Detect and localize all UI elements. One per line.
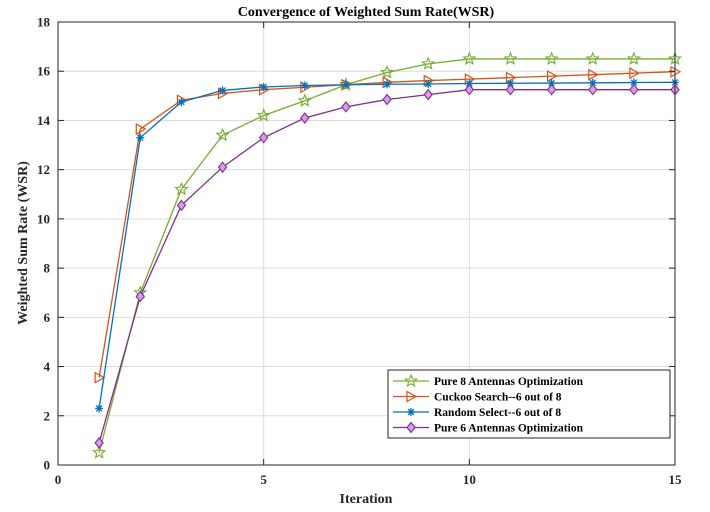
data-point-diamond [258, 131, 269, 144]
data-point-diamond [406, 421, 416, 434]
data-point-asterisk [383, 80, 392, 89]
x-tick-label: 0 [55, 472, 62, 487]
y-tick-label: 12 [37, 162, 50, 177]
data-point-diamond [300, 112, 310, 124]
data-point-diamond [546, 83, 557, 96]
data-point-star [215, 127, 230, 142]
legend-box [387, 369, 671, 439]
data-point-diamond [505, 83, 516, 96]
data-point-triangle-right [629, 67, 641, 80]
data-point-diamond [217, 161, 228, 174]
data-point-diamond [588, 83, 598, 96]
data-point-star [256, 108, 271, 122]
data-point-asterisk [407, 408, 415, 416]
y-tick-label: 4 [44, 359, 51, 374]
data-point-asterisk [218, 86, 227, 95]
data-point-asterisk [424, 80, 433, 89]
data-point-star [403, 373, 419, 388]
data-point-star [379, 64, 395, 79]
data-point-asterisk [341, 80, 350, 89]
data-point-triangle-right [406, 390, 418, 403]
axes [57, 21, 676, 466]
data-point-asterisk [95, 404, 104, 413]
data-point-diamond [382, 93, 392, 106]
legend-label: Pure 6 Antennas Optimization [434, 423, 584, 435]
legend-label: Pure 8 Antennas Optimization [434, 376, 584, 388]
y-tick-label: 6 [44, 310, 51, 325]
y-tick-label: 18 [37, 15, 51, 30]
y-tick-label: 0 [44, 458, 51, 473]
legend-item-3: Random Select--6 out of 8 [393, 407, 561, 419]
data-point-diamond [341, 101, 351, 113]
data-point-star [462, 51, 477, 65]
data-point-diamond [94, 436, 104, 449]
data-point-star [626, 51, 642, 65]
axes-box [57, 21, 676, 466]
data-point-star [174, 181, 189, 196]
data-point-diamond [423, 88, 433, 101]
data-point-star [91, 445, 107, 459]
data-point-diamond [629, 83, 639, 96]
data-point-asterisk [136, 133, 145, 142]
data-point-asterisk [300, 81, 309, 90]
x-tick-label: 5 [260, 472, 267, 487]
y-axis-title: Weighted Sum Rate (WSR) [16, 161, 31, 325]
data-point-star [503, 51, 518, 65]
legend-label: Cuckoo Search--6 out of 8 [434, 392, 562, 404]
data-point-triangle-right [546, 70, 558, 83]
legend: Pure 8 Antennas Optimization Cuckoo Searc… [387, 369, 671, 439]
legend-item-2: Cuckoo Search--6 out of 8 [393, 390, 562, 404]
x-tick-label: 10 [463, 472, 476, 487]
data-point-triangle-right [135, 123, 147, 136]
series-line [98, 58, 675, 453]
data-point-diamond [176, 199, 187, 212]
y-tick-label: 8 [44, 261, 51, 276]
data-point-star [297, 93, 312, 107]
data-point-triangle-right [588, 68, 599, 81]
data-point-asterisk [259, 82, 268, 91]
tick-labels: 0 5 10 15 0 2 4 6 8 10 12 14 16 18 [37, 15, 682, 488]
data-point-asterisk [177, 97, 186, 106]
legend-item-1: Pure 8 Antennas Optimization [393, 373, 584, 388]
data-point-diamond [135, 290, 145, 303]
data-point-diamond [464, 83, 475, 96]
y-tick-label: 14 [37, 113, 51, 128]
y-tick-label: 16 [37, 64, 51, 79]
legend-item-4: Pure 6 Antennas Optimization [393, 421, 584, 435]
y-tick-label: 2 [44, 408, 51, 423]
chart-title: Convergence of Weighted Sum Rate(WSR) [238, 5, 495, 20]
data-point-triangle-right [94, 371, 106, 384]
legend-label: Random Select--6 out of 8 [434, 407, 561, 419]
data-point-star [585, 51, 600, 65]
x-axis-title: Iteration [340, 492, 393, 507]
data-point-star [421, 56, 436, 70]
data-point-star [544, 51, 559, 65]
x-tick-label: 15 [669, 472, 683, 487]
y-tick-label: 10 [37, 211, 50, 226]
